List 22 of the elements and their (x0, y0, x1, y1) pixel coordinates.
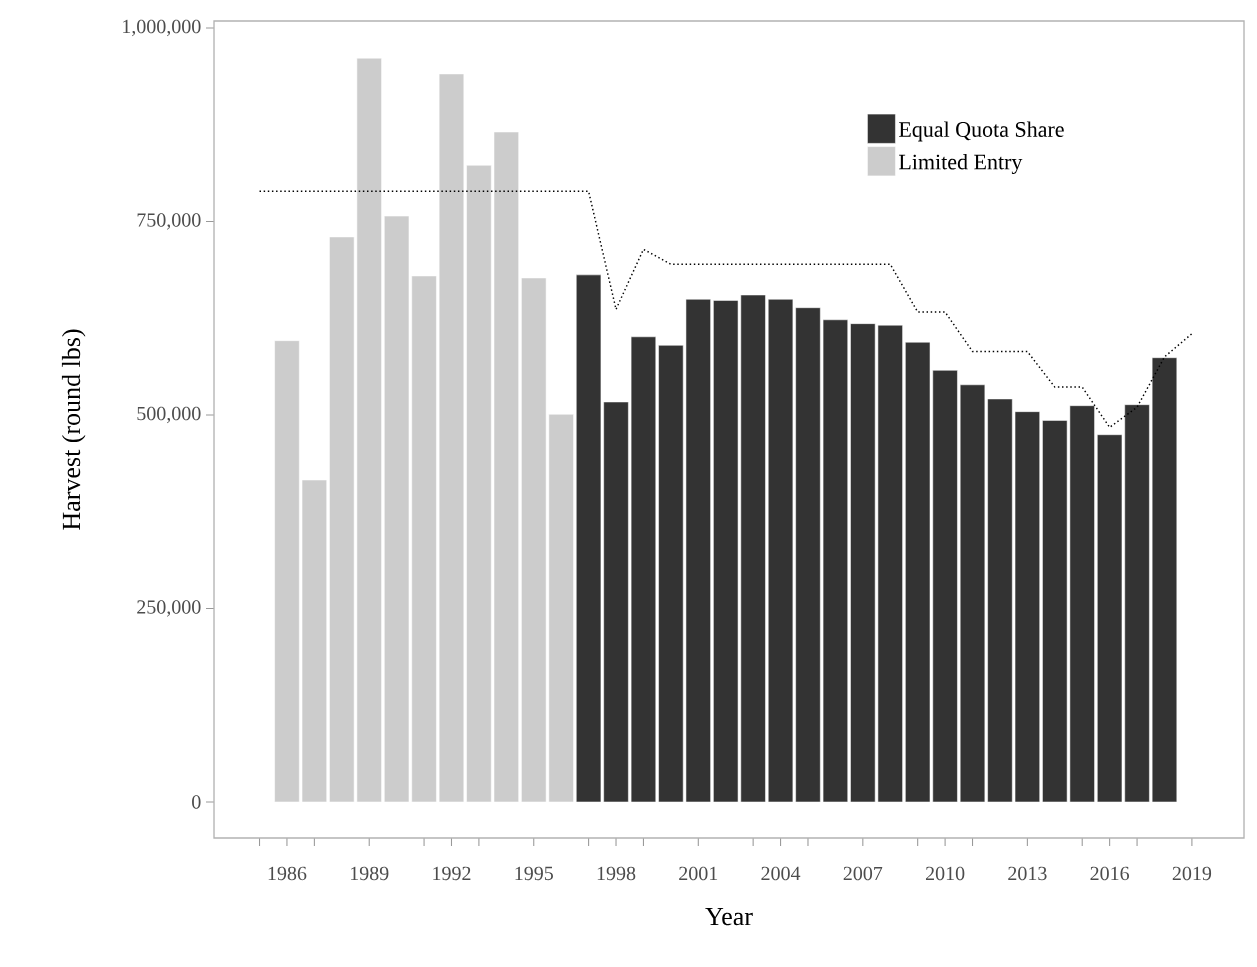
x-tick-label: 2001 (679, 866, 718, 881)
y-tick-label: 0 (192, 795, 201, 809)
x-axis-title: Year (705, 908, 753, 926)
x-tick-label: 1998 (597, 866, 636, 881)
y-tick-label: 750,000 (137, 213, 201, 230)
x-tick-label: 2013 (1008, 866, 1047, 881)
x-tick-label: 1992 (433, 866, 471, 881)
x-tick-label: 2016 (1090, 866, 1130, 881)
legend-label: Limited Entry (899, 153, 1023, 174)
x-tick-label: 1989 (350, 866, 389, 881)
x-tick-label: 2010 (925, 866, 965, 881)
y-axis-title: Harvest (round lbs) (61, 329, 86, 530)
x-tick-label: 2007 (843, 866, 883, 881)
y-tick-label: 1,000,000 (123, 19, 201, 37)
y-tick-label: 500,000 (137, 406, 201, 424)
legend-label: Equal Quota Share (899, 121, 1064, 142)
y-tick-label: 250,000 (137, 600, 201, 617)
x-tick-label: 1995 (515, 866, 553, 881)
x-tick-label: 2004 (761, 866, 801, 881)
x-tick-label: 2019 (1172, 866, 1212, 881)
line-series (258, 190, 1193, 429)
x-tick-label: 1986 (268, 866, 307, 881)
